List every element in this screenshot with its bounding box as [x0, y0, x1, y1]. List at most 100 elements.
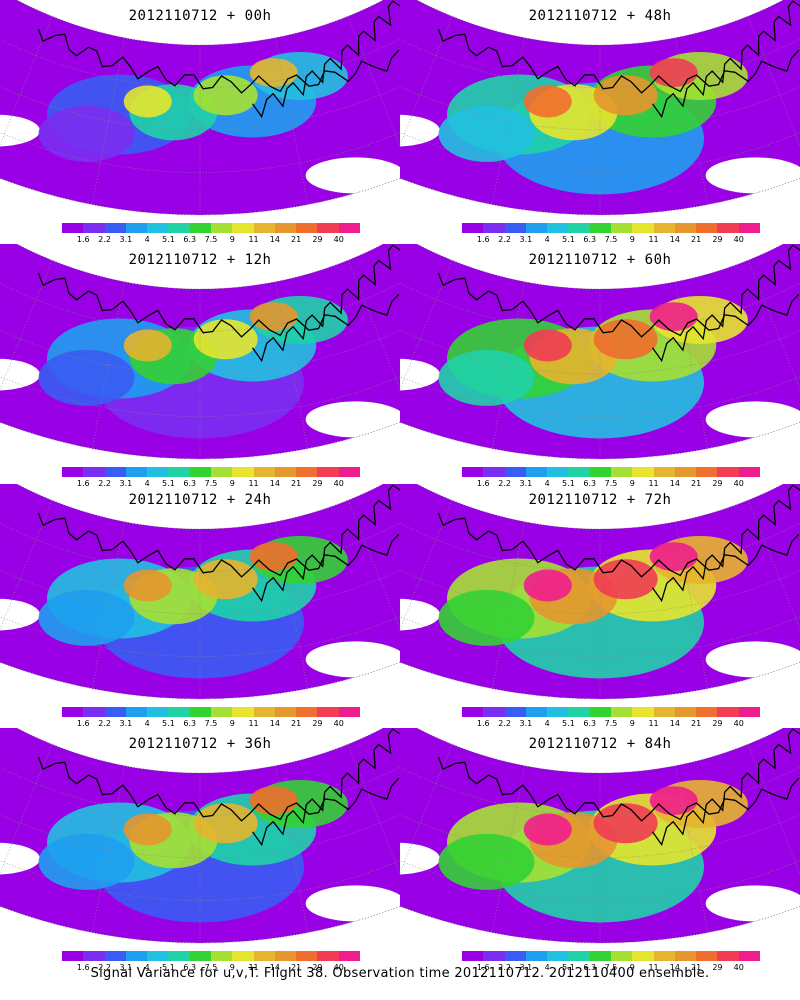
colorbar-tick-label: 9: [629, 719, 635, 728]
graticule-parallel: [0, 522, 400, 572]
variance-contour: [523, 329, 572, 362]
colorbar-tick-label: 14: [269, 963, 280, 972]
variance-contour: [123, 85, 172, 118]
variance-contour: [649, 58, 698, 88]
colorbar-swatch: [504, 951, 527, 961]
coastline: [37, 756, 400, 822]
colorbar-swatch: [738, 223, 761, 233]
graticule-meridian: [747, 500, 800, 630]
colorbar-tick-label: 9: [629, 963, 635, 972]
colorbar-tick-label: 9: [229, 963, 235, 972]
variance-contour: [249, 542, 298, 572]
variance-contour: [593, 319, 658, 360]
colorbar-swatch: [674, 467, 697, 477]
graticule-parallel: [0, 132, 400, 173]
colorbar-swatch: [211, 707, 233, 717]
no-data-area: [705, 641, 800, 678]
colorbar-swatch: [338, 223, 361, 233]
colorbar-swatch: [504, 467, 527, 477]
variance-contour: [38, 349, 135, 406]
variance-field: [400, 728, 800, 943]
graticule-meridian: [400, 260, 453, 390]
no-data-area: [305, 401, 400, 438]
colorbar-swatch: [338, 951, 361, 961]
colorbar-tick-label: 2.2: [498, 479, 511, 488]
map-panel-p72: 2012110712 + 72h 1.6 2.2 3.1 4 5.1 6.3 7.5 9 11 14…: [400, 484, 800, 729]
no-data-area: [400, 842, 441, 875]
colorbar-tick-label: 4: [144, 963, 150, 972]
colorbar: 1.6 2.2 3.1 4 5.1 6.3 7.5 9 11 14 21 29 40: [462, 223, 761, 245]
colorbar-swatch: [168, 951, 191, 961]
colorbar-tick-label: 6.3: [583, 479, 597, 488]
graticule-meridian: [91, 765, 125, 933]
colorbar-swatch: [717, 707, 740, 717]
colorbar-swatch: [317, 707, 340, 717]
colorbar-swatch: [147, 951, 169, 961]
colorbar-swatch: [147, 223, 169, 233]
graticule-parallel: [400, 282, 800, 332]
colorbar-swatch: [253, 223, 276, 233]
colorbar-swatch: [296, 951, 318, 961]
colorbar-swatch: [125, 951, 148, 961]
colorbar-tick-label: 5.1: [562, 719, 575, 728]
variance-field: [0, 728, 400, 943]
colorbar-tick-label: 3.1: [119, 235, 133, 244]
colorbar-tick-label: 11: [648, 479, 659, 488]
colorbar-tick-label: 21: [691, 719, 702, 728]
colorbar-tick-label: 5.1: [162, 963, 175, 972]
colorbar-tick-label: 1.6: [76, 235, 90, 244]
colorbar-tick-label: 5.1: [162, 479, 175, 488]
variance-contour: [38, 105, 135, 162]
colorbar-tick-label: 7.5: [204, 479, 218, 488]
variance-contour: [523, 813, 572, 846]
colorbar-tick-label: 3.1: [119, 719, 133, 728]
colorbar-swatch: [483, 707, 506, 717]
graticule-meridian: [347, 744, 400, 874]
colorbar-tick-label: 9: [229, 479, 235, 488]
colorbar-tick-label: 7.5: [204, 719, 218, 728]
colorbar-tick-label: 1.6: [76, 479, 90, 488]
colorbar-tick-label: 1.6: [76, 719, 90, 728]
graticule-meridian: [347, 16, 400, 146]
coastline: [437, 272, 800, 338]
colorbar-swatch: [547, 951, 569, 961]
graticule-parallel: [0, 38, 400, 88]
colorbar-tick-label: 2.2: [98, 963, 111, 972]
graticule-meridian: [0, 744, 53, 874]
colorbar-tick-label: 40: [333, 479, 344, 488]
colorbar-tick-label: 2.2: [498, 719, 511, 728]
colorbar-swatch: [232, 467, 255, 477]
colorbar-swatch: [125, 467, 148, 477]
colorbar-swatch: [62, 951, 84, 961]
colorbar-swatch: [653, 951, 676, 961]
panel-title: 2012110712 + 84h: [528, 736, 672, 752]
colorbar-swatch: [568, 223, 591, 233]
colorbar: 1.6 2.2 3.1 4 5.1 6.3 7.5 9 11 14 21 29 40: [462, 707, 761, 729]
colorbar-swatch: [738, 707, 761, 717]
colorbar-tick-label: 6.3: [183, 719, 197, 728]
colorbar-swatch: [483, 223, 506, 233]
colorbar-swatch: [317, 467, 340, 477]
graticule-parallel: [400, 132, 800, 173]
variance-contour: [123, 329, 172, 362]
colorbar-tick-label: 21: [691, 479, 702, 488]
colorbar-swatch: [674, 707, 697, 717]
colorbar-swatch: [525, 467, 548, 477]
colorbar-tick-label: 21: [291, 479, 302, 488]
colorbar-tick-label: 14: [669, 963, 680, 972]
colorbar-swatch: [547, 707, 569, 717]
colorbar-swatch: [696, 223, 718, 233]
graticule-parallel: [0, 813, 400, 859]
map-p12: [0, 244, 400, 460]
variance-contour: [123, 569, 172, 602]
variance-contour: [438, 833, 535, 890]
colorbar-swatch: [232, 707, 255, 717]
variance-contour: [523, 569, 572, 602]
map-p48: [400, 0, 800, 216]
graticule-parallel: [0, 860, 400, 901]
colorbar-swatch: [547, 467, 569, 477]
graticule-meridian: [275, 281, 309, 449]
colorbar-tick-label: 6.3: [183, 479, 197, 488]
colorbar-swatch: [211, 951, 233, 961]
colorbar-tick-label: 9: [229, 235, 235, 244]
